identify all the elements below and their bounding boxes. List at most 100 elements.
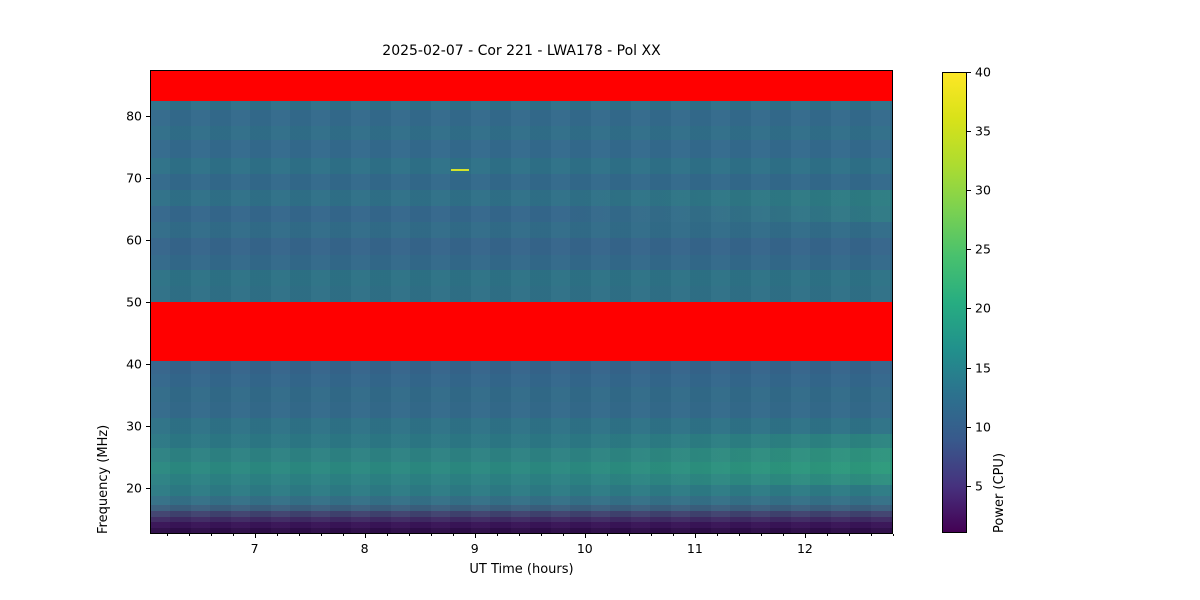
heatmap-row xyxy=(151,205,892,222)
artifact-line xyxy=(450,168,470,171)
colorbar-label: Power (CPU) xyxy=(992,452,1007,533)
colorbar-tick xyxy=(967,485,971,487)
x-axis-minor-tick xyxy=(716,534,718,536)
colorbar-tick-label: 40 xyxy=(975,64,991,80)
x-axis-tick-label: 9 xyxy=(470,541,479,556)
plot-title: 2025-02-07 - Cor 221 - LWA178 - Pol XX xyxy=(382,43,661,59)
x-axis-tick xyxy=(474,534,476,538)
x-axis-minor-tick xyxy=(496,534,498,536)
x-axis-tick xyxy=(364,534,366,538)
heatmap-row xyxy=(151,269,892,287)
colorbar-ticks: 40 35 30 25 20 15 10 5 xyxy=(967,65,997,533)
x-axis-minor-tick xyxy=(893,534,894,536)
heatmap-row xyxy=(151,473,892,486)
flagged-band xyxy=(151,71,892,101)
colorbar-tick-label: 30 xyxy=(975,182,991,198)
y-axis-tick xyxy=(146,239,150,241)
x-axis-tick-label: 10 xyxy=(576,541,593,556)
heatmap-row xyxy=(151,461,892,474)
x-axis-minor-tick xyxy=(452,534,454,536)
colorbar-tick xyxy=(967,72,971,73)
y-axis-tick xyxy=(146,364,150,366)
colorbar-tick xyxy=(967,367,971,369)
y-axis-tick-label: 50 xyxy=(126,294,142,310)
x-axis-tick xyxy=(584,534,586,538)
x-axis-minor-tick xyxy=(848,534,850,536)
x-axis-tick xyxy=(254,534,256,538)
heatmap-row xyxy=(151,402,892,419)
x-axis-minor-tick xyxy=(408,534,410,536)
heatmap-row xyxy=(151,109,892,126)
y-axis-tick-label: 20 xyxy=(126,480,142,496)
heatmap-row xyxy=(151,484,892,497)
y-axis: 20 30 40 50 60 70 80 xyxy=(100,70,150,534)
y-axis-label: Frequency (MHz) xyxy=(96,424,111,534)
x-axis-minor-tick xyxy=(562,534,564,536)
heatmap-row xyxy=(151,237,892,256)
heatmap-row xyxy=(151,360,892,374)
colorbar-tick-label: 35 xyxy=(975,123,991,139)
x-axis-minor-tick xyxy=(342,534,344,536)
y-axis-tick xyxy=(146,426,150,428)
x-axis-minor-tick xyxy=(606,534,608,536)
heatmap-row xyxy=(151,140,892,158)
x-axis-minor-tick xyxy=(672,534,674,536)
x-axis-minor-tick xyxy=(826,534,828,536)
colorbar-tick-label: 10 xyxy=(975,419,991,435)
heatmap-row xyxy=(151,189,892,206)
x-axis-minor-tick xyxy=(782,534,784,536)
colorbar-tick xyxy=(967,426,971,428)
x-axis-minor-tick xyxy=(430,534,432,536)
y-axis-tick xyxy=(146,302,150,303)
x-axis-minor-tick xyxy=(298,534,300,536)
x-axis-minor-tick xyxy=(870,534,872,536)
heatmap-row xyxy=(151,255,892,271)
y-axis-tick xyxy=(146,488,150,490)
y-axis-tick xyxy=(146,115,150,117)
x-axis-tick-label: 11 xyxy=(686,541,703,556)
x-axis-tick xyxy=(694,534,696,538)
heatmap-row xyxy=(151,157,892,174)
x-axis-minor-tick xyxy=(650,534,652,536)
colorbar xyxy=(942,72,967,533)
heatmap-row xyxy=(151,527,892,533)
y-axis-tick-label: 30 xyxy=(126,418,142,434)
flagged-band xyxy=(151,302,892,361)
heatmap-row xyxy=(151,434,892,448)
x-axis-tick-label: 7 xyxy=(250,541,259,556)
y-axis-tick xyxy=(146,177,150,179)
heatmap-row xyxy=(151,447,892,462)
heatmap-row xyxy=(151,521,892,528)
x-axis-tick xyxy=(804,534,806,538)
heatmap-row xyxy=(151,125,892,141)
y-axis-tick-label: 70 xyxy=(126,170,142,186)
heatmap-row xyxy=(151,504,892,511)
heatmap-row xyxy=(151,285,892,303)
x-axis-minor-tick xyxy=(232,534,234,536)
x-axis-minor-tick xyxy=(188,534,190,536)
x-axis-minor-tick xyxy=(738,534,740,536)
x-axis-minor-tick xyxy=(210,534,212,536)
x-axis-minor-tick xyxy=(276,534,278,536)
x-axis-tick-label: 12 xyxy=(796,541,813,556)
x-axis-label: UT Time (hours) xyxy=(469,562,574,577)
colorbar-tick-label: 15 xyxy=(975,360,991,375)
heatmap-row xyxy=(151,221,892,238)
heatmap-row xyxy=(151,173,892,190)
y-axis-tick-label: 80 xyxy=(126,108,142,124)
colorbar-tick xyxy=(967,308,971,310)
x-axis-minor-tick xyxy=(540,534,542,536)
x-axis-minor-tick xyxy=(386,534,388,536)
heatmap-row xyxy=(151,100,892,110)
colorbar-tick-label: 25 xyxy=(975,241,991,257)
x-axis-minor-tick xyxy=(166,534,168,536)
y-axis-tick-label: 60 xyxy=(126,232,142,248)
heatmap-row xyxy=(151,387,892,403)
colorbar-tick xyxy=(967,131,971,133)
colorbar-tick-label: 20 xyxy=(975,300,991,316)
colorbar-tick xyxy=(967,249,971,251)
x-axis-minor-tick xyxy=(628,534,630,536)
colorbar-tick xyxy=(967,190,971,192)
heatmap-row xyxy=(151,495,892,505)
